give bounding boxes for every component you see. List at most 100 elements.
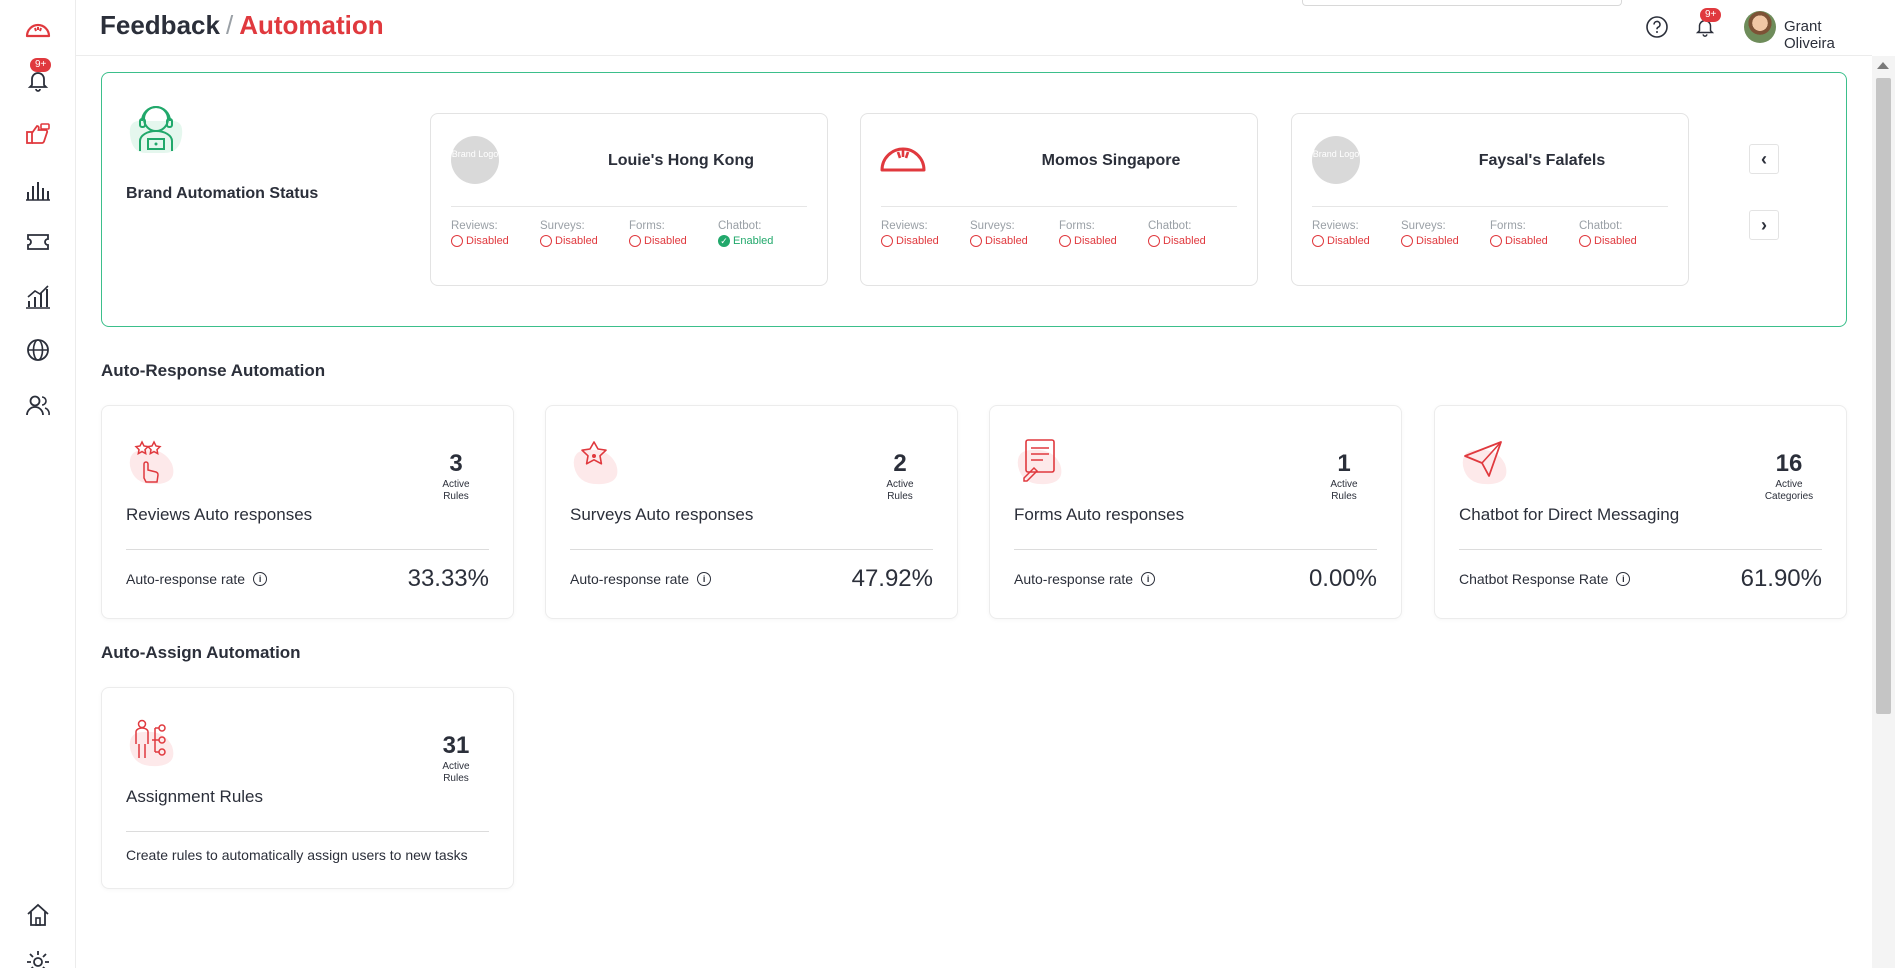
surveys-status: Disabled <box>970 235 1059 247</box>
breadcrumb-separator: / <box>225 10 234 40</box>
help-icon[interactable] <box>1642 12 1672 42</box>
forms-status-text: Disabled <box>644 235 687 247</box>
info-icon[interactable]: i <box>253 572 268 586</box>
analytics-icon[interactable] <box>18 170 58 210</box>
divider <box>1014 549 1377 550</box>
avatar[interactable] <box>1744 11 1776 43</box>
info-icon[interactable]: i <box>1616 572 1631 586</box>
count-label-2: Rules <box>887 491 913 502</box>
survey-star-icon <box>573 441 618 485</box>
count-label-1: Active <box>886 479 914 490</box>
brand-card[interactable]: Brand Logo Louie's Hong Kong Reviews: Dis… <box>430 113 828 286</box>
chatbot-direct-messaging-card[interactable]: Chatbot for Direct Messaging 16 Active C… <box>1434 405 1847 619</box>
tickets-icon[interactable] <box>18 222 58 262</box>
count-label-2: Categories <box>1764 491 1814 502</box>
assignment-icon <box>129 719 174 767</box>
count-label-1: Active <box>1330 479 1358 490</box>
info-icon[interactable]: i <box>697 572 712 586</box>
dropdown-edge <box>1302 0 1622 6</box>
growth-chart-icon[interactable] <box>18 277 58 317</box>
reviews-status-text: Disabled <box>466 235 509 247</box>
disabled-icon <box>970 235 982 247</box>
forms-label: Forms: <box>1490 220 1526 232</box>
sidebar-notification-badge: 9+ <box>30 58 52 72</box>
surveys-auto-responses-card[interactable]: Surveys Auto responses 2 Active Rules Au… <box>545 405 958 619</box>
top-header: Feedback / Automation 9+ Grant Oliveira <box>76 0 1872 56</box>
brand-automation-status-panel: Brand Automation Status Brand Logo Louie… <box>101 72 1847 327</box>
auto-assign-section-title: Auto-Assign Automation <box>101 643 301 662</box>
divider <box>570 549 933 550</box>
feedback-icon[interactable] <box>18 115 58 155</box>
count-label-1: Active <box>1775 479 1803 490</box>
divider <box>451 206 807 207</box>
chatbot-status-text: Enabled <box>733 235 774 247</box>
scroll-up-arrow[interactable] <box>1877 62 1889 69</box>
chatbot-status: ✓ Enabled <box>718 235 807 247</box>
settings-icon[interactable] <box>18 942 58 968</box>
count-label-2: Rules <box>443 491 469 502</box>
chatbot-status-text: Disabled <box>1594 235 1637 247</box>
brand-automation-status-title: Brand Automation Status <box>126 185 319 202</box>
carousel-prev-button[interactable]: ‹ <box>1749 144 1779 174</box>
rate-value: 33.33% <box>407 565 489 592</box>
users-icon[interactable] <box>18 385 58 425</box>
count-value: 3 <box>449 450 463 477</box>
info-icon[interactable]: i <box>1141 572 1156 586</box>
brand-name: Louie's Hong Kong <box>607 152 754 169</box>
momos-brand-logo-icon <box>880 147 926 172</box>
home-icon[interactable] <box>18 895 58 935</box>
chatbot-label: Chatbot: <box>718 220 762 232</box>
reviews-status: Disabled <box>451 235 540 247</box>
auto-response-section-title: Auto-Response Automation <box>101 361 326 380</box>
status-grid: Reviews: Disabled Surveys: Disabled Forms:… <box>1312 220 1668 247</box>
brand-name: Momos Singapore <box>1041 152 1181 169</box>
forms-status: Disabled <box>1490 235 1579 247</box>
breadcrumb-parent[interactable]: Feedback <box>100 10 220 40</box>
assignment-rules-card[interactable]: Assignment Rules 31 Active Rules Create … <box>101 687 514 889</box>
disabled-icon <box>629 235 641 247</box>
breadcrumb-current: Automation <box>239 10 384 40</box>
forms-status: Disabled <box>1059 235 1148 247</box>
divider <box>126 831 489 832</box>
carousel-next-button[interactable]: › <box>1749 210 1779 240</box>
paper-plane-icon <box>1462 441 1507 485</box>
rate-value: 61.90% <box>1740 565 1822 592</box>
card-title: Chatbot for Direct Messaging <box>1459 505 1680 524</box>
brand-card[interactable]: Brand Logo Faysal's Falafels Reviews: Dis… <box>1291 113 1689 286</box>
globe-icon[interactable] <box>18 330 58 370</box>
divider <box>1459 549 1822 550</box>
card-title: Surveys Auto responses <box>570 505 754 524</box>
forms-auto-responses-card[interactable]: Forms Auto responses 1 Active Rules Auto… <box>989 405 1402 619</box>
disabled-icon <box>1579 235 1591 247</box>
card-title: Reviews Auto responses <box>126 505 313 524</box>
enabled-check-icon: ✓ <box>718 235 730 247</box>
card-description: Create rules to automatically assign use… <box>126 847 468 863</box>
count-label-2: Rules <box>443 773 469 784</box>
disabled-icon <box>1401 235 1413 247</box>
surveys-label: Surveys: <box>1401 220 1446 232</box>
rate-label-row: Chatbot Response Rate i <box>1459 571 1631 587</box>
brand-card[interactable]: Momos Singapore Reviews: Disabled Surveys… <box>860 113 1258 286</box>
notifications-icon[interactable] <box>18 60 58 100</box>
rate-value: 47.92% <box>851 565 933 592</box>
count-label-1: Active <box>442 761 470 772</box>
count-label-1: Active <box>442 479 470 490</box>
momos-logo-icon[interactable] <box>18 10 58 50</box>
surveys-status-text: Disabled <box>1416 235 1459 247</box>
active-count: 2 Active Rules <box>865 450 935 502</box>
header-notification-badge: 9+ <box>1700 8 1722 22</box>
reviews-status-text: Disabled <box>1327 235 1370 247</box>
form-icon <box>1017 439 1062 485</box>
chatbot-status: Disabled <box>1148 235 1237 247</box>
brand-name: Faysal's Falafels <box>1478 152 1606 169</box>
disabled-icon <box>540 235 552 247</box>
reviews-auto-responses-card[interactable]: Reviews Auto responses 3 Active Rules Au… <box>101 405 514 619</box>
disabled-icon <box>881 235 893 247</box>
chatbot-status-text: Disabled <box>1163 235 1206 247</box>
chatbot-status: Disabled <box>1579 235 1668 247</box>
card-title: Assignment Rules <box>126 787 264 806</box>
user-name[interactable]: Grant Oliveira <box>1784 18 1835 52</box>
scrollbar-thumb[interactable] <box>1876 78 1891 714</box>
breadcrumb: Feedback / Automation <box>100 10 384 41</box>
